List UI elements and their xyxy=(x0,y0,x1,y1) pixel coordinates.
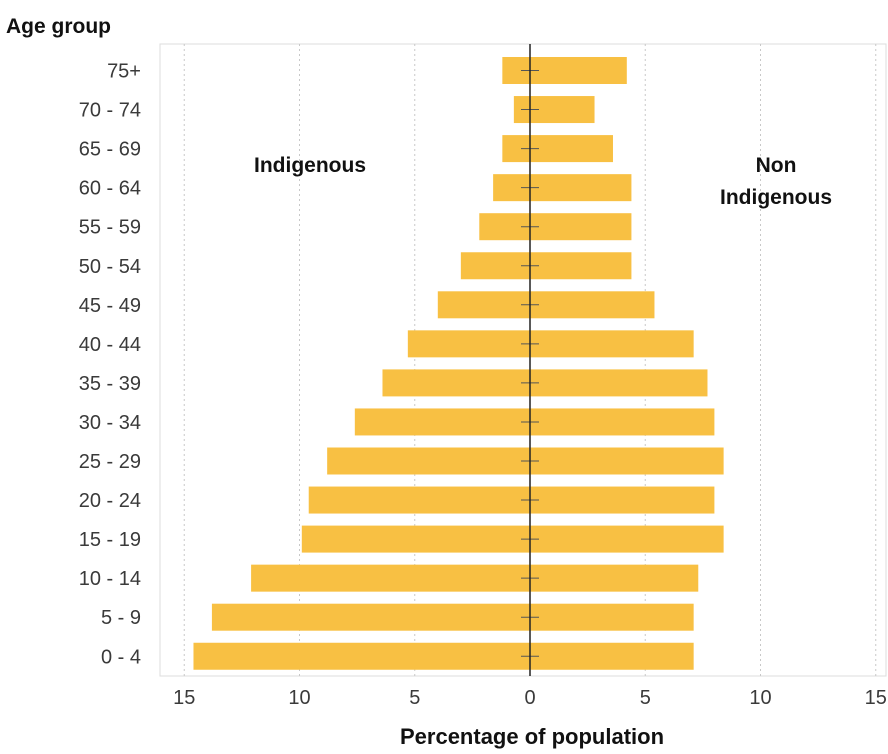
bar-non-indigenous xyxy=(530,525,724,553)
bars xyxy=(193,57,724,670)
bar-indigenous xyxy=(308,486,530,514)
bar-non-indigenous xyxy=(530,135,613,163)
bar-non-indigenous xyxy=(530,96,595,124)
age-group-label: 35 - 39 xyxy=(79,373,141,395)
age-group-label: 5 - 9 xyxy=(101,607,141,629)
x-tick-label: 5 xyxy=(640,687,651,709)
age-group-labels: 75+ 70 - 74 65 - 69 60 - 64 55 - 59 50 - 54 45… xyxy=(79,61,141,669)
age-group-label: 60 - 64 xyxy=(79,178,141,200)
x-tick-label: 10 xyxy=(288,687,310,709)
bar-indigenous xyxy=(327,447,530,475)
x-tick-labels: 15 10 5 0 5 10 15 xyxy=(173,687,887,709)
series-label-indigenous: Indigenous xyxy=(254,154,366,177)
bar-non-indigenous xyxy=(530,369,708,397)
age-group-label: 10 - 14 xyxy=(79,568,141,590)
age-group-label: 25 - 29 xyxy=(79,451,141,473)
bar-non-indigenous xyxy=(530,174,632,202)
bar-non-indigenous xyxy=(530,330,694,358)
age-group-label: 30 - 34 xyxy=(79,412,141,434)
bar-indigenous xyxy=(193,642,530,670)
x-tick-label: 15 xyxy=(865,687,887,709)
bar-non-indigenous xyxy=(530,564,699,592)
age-group-label: 40 - 44 xyxy=(79,334,141,356)
bar-indigenous xyxy=(460,252,530,280)
bar-non-indigenous xyxy=(530,252,632,280)
x-tick-label: 15 xyxy=(173,687,195,709)
bar-indigenous xyxy=(211,603,530,631)
series-label-non-indigenous-line1: Non xyxy=(756,154,797,177)
x-axis-title: Percentage of population xyxy=(400,724,664,749)
bar-non-indigenous xyxy=(530,57,627,84)
bar-non-indigenous xyxy=(530,447,724,475)
age-group-label: 15 - 19 xyxy=(79,529,141,551)
bar-non-indigenous xyxy=(530,408,715,436)
bar-indigenous xyxy=(437,291,530,319)
y-axis-title: Age group xyxy=(6,15,111,38)
bar-non-indigenous xyxy=(530,291,655,319)
bar-non-indigenous xyxy=(530,213,632,241)
age-group-label: 55 - 59 xyxy=(79,217,141,239)
age-group-label: 65 - 69 xyxy=(79,139,141,161)
age-group-label: 0 - 4 xyxy=(101,646,141,668)
bar-non-indigenous xyxy=(530,486,715,514)
bar-indigenous xyxy=(301,525,530,553)
bar-indigenous xyxy=(251,564,530,592)
age-group-label: 70 - 74 xyxy=(79,100,141,122)
age-group-label: 45 - 49 xyxy=(79,295,141,317)
age-group-label: 75+ xyxy=(107,61,141,83)
x-tick-label: 10 xyxy=(749,687,771,709)
bar-indigenous xyxy=(382,369,530,397)
bar-indigenous xyxy=(407,330,530,358)
bar-indigenous xyxy=(354,408,530,436)
age-group-label: 50 - 54 xyxy=(79,256,141,278)
series-label-non-indigenous-line2: Indigenous xyxy=(720,186,832,209)
age-group-label: 20 - 24 xyxy=(79,490,141,512)
x-tick-label: 5 xyxy=(409,687,420,709)
bar-non-indigenous xyxy=(530,603,694,631)
x-tick-label: 0 xyxy=(524,687,535,709)
bar-non-indigenous xyxy=(530,642,694,670)
